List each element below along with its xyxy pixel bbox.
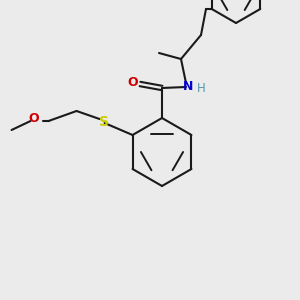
Text: O: O	[128, 76, 138, 89]
Text: H: H	[196, 82, 206, 95]
Text: N: N	[183, 80, 193, 92]
Text: O: O	[28, 112, 39, 125]
Text: S: S	[99, 115, 109, 129]
